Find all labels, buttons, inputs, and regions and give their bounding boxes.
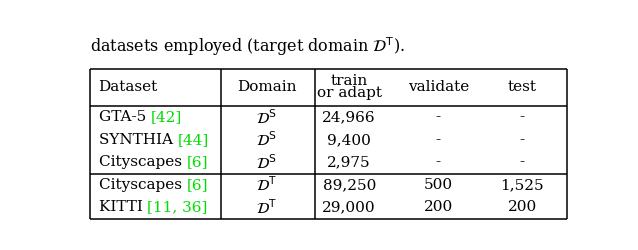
Text: [6]: [6] (186, 155, 208, 169)
Text: -: - (436, 133, 441, 147)
Text: 200: 200 (508, 200, 537, 214)
Text: [11, 36]: [11, 36] (147, 200, 207, 214)
Text: 200: 200 (424, 200, 453, 214)
Text: -: - (520, 155, 525, 169)
Text: [42]: [42] (151, 110, 182, 124)
Text: KITTI: KITTI (98, 200, 147, 214)
Text: 9,400: 9,400 (327, 133, 371, 147)
Text: -: - (520, 133, 525, 147)
Text: GTA-5: GTA-5 (98, 110, 151, 124)
Text: -: - (520, 110, 525, 124)
Text: [6]: [6] (186, 178, 208, 192)
Text: $\mathcal{D}^\mathrm{T}$: $\mathcal{D}^\mathrm{T}$ (256, 198, 277, 217)
Text: datasets employed (target domain $\mathcal{D}^\mathrm{T}$).: datasets employed (target domain $\mathc… (89, 36, 404, 59)
Text: $\mathcal{D}^\mathrm{S}$: $\mathcal{D}^\mathrm{S}$ (256, 108, 277, 127)
Text: or adapt: or adapt (316, 86, 382, 100)
Text: -: - (436, 110, 441, 124)
Text: [44]: [44] (177, 133, 209, 147)
Text: 29,000: 29,000 (322, 200, 376, 214)
Text: Dataset: Dataset (98, 80, 158, 94)
Text: Cityscapes: Cityscapes (98, 178, 186, 192)
Text: train: train (330, 74, 368, 88)
FancyBboxPatch shape (89, 68, 567, 219)
Text: Cityscapes: Cityscapes (98, 155, 186, 169)
Text: 1,525: 1,525 (500, 178, 544, 192)
Text: test: test (508, 80, 537, 94)
Text: Domain: Domain (237, 80, 297, 94)
Text: $\mathcal{D}^\mathrm{S}$: $\mathcal{D}^\mathrm{S}$ (256, 130, 277, 149)
Text: $\mathcal{D}^\mathrm{T}$: $\mathcal{D}^\mathrm{T}$ (256, 176, 277, 194)
Text: -: - (436, 155, 441, 169)
Text: 89,250: 89,250 (323, 178, 376, 192)
Text: 500: 500 (424, 178, 453, 192)
Text: validate: validate (408, 80, 469, 94)
Text: 24,966: 24,966 (322, 110, 376, 124)
Text: 2,975: 2,975 (327, 155, 371, 169)
Text: $\mathcal{D}^\mathrm{S}$: $\mathcal{D}^\mathrm{S}$ (256, 153, 277, 172)
Text: SYNTHIA: SYNTHIA (98, 133, 177, 147)
